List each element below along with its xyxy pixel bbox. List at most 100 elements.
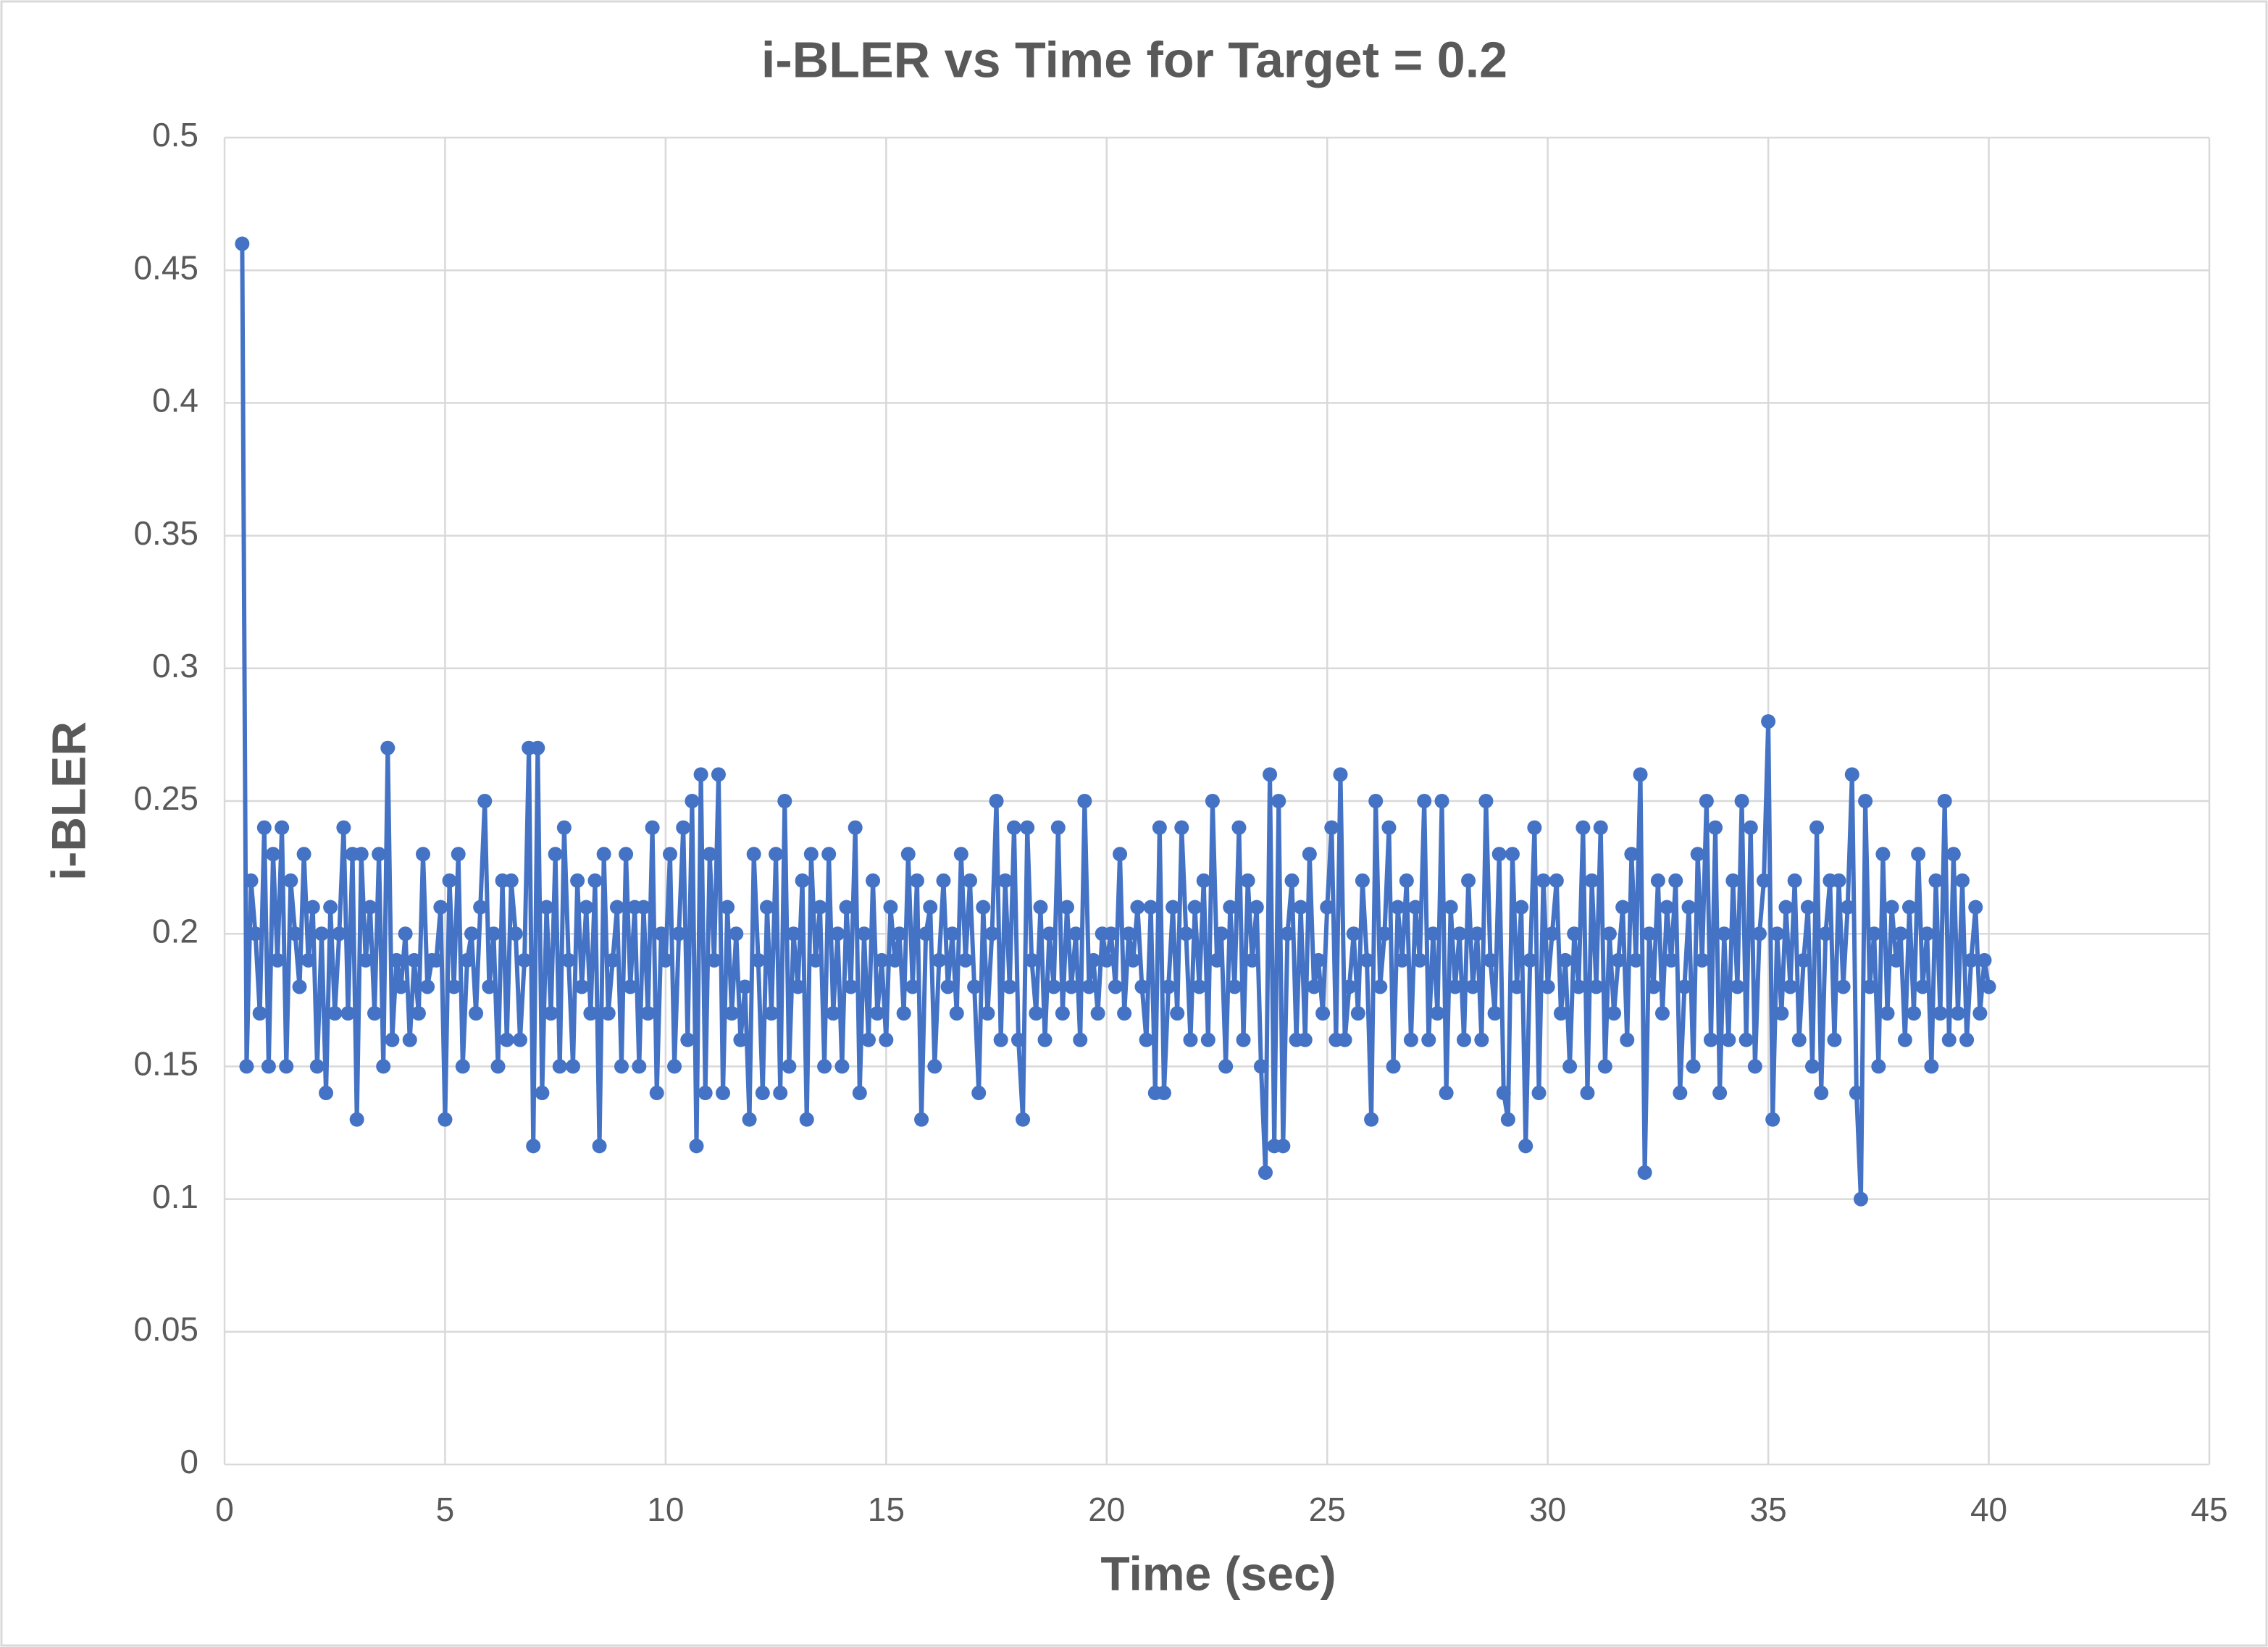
data-point bbox=[1514, 900, 1529, 915]
data-point bbox=[870, 1006, 885, 1021]
data-point bbox=[1218, 1059, 1234, 1074]
data-point bbox=[1059, 900, 1074, 915]
data-point bbox=[716, 1086, 731, 1101]
data-point bbox=[1734, 794, 1749, 808]
data-point bbox=[1413, 952, 1428, 968]
x-tick-label: 40 bbox=[1970, 1491, 2007, 1528]
data-point bbox=[1911, 847, 1926, 862]
grid: 0 0.05 0.1 0.15 0.2 0.25 0.3 0.35 0.4 0.45 0.5 0 5 10… bbox=[133, 116, 2227, 1528]
data-point bbox=[1553, 1006, 1568, 1021]
data-point bbox=[1730, 979, 1745, 994]
data-point bbox=[1849, 1086, 1864, 1101]
data-point bbox=[1761, 714, 1776, 729]
data-point bbox=[340, 1006, 356, 1021]
data-point bbox=[314, 926, 329, 942]
data-point bbox=[1046, 979, 1061, 994]
data-point bbox=[1478, 794, 1494, 808]
data-point bbox=[1800, 900, 1815, 915]
data-point bbox=[592, 1139, 607, 1154]
y-tick-label: 0.1 bbox=[152, 1178, 198, 1215]
data-point bbox=[1805, 1059, 1820, 1074]
x-tick-label: 35 bbox=[1750, 1491, 1787, 1528]
data-point bbox=[1757, 873, 1772, 888]
data-point bbox=[698, 1086, 713, 1101]
data-point bbox=[406, 952, 422, 968]
data-point bbox=[848, 820, 863, 835]
data-point bbox=[601, 1006, 616, 1021]
data-point bbox=[905, 979, 920, 994]
data-point bbox=[892, 926, 907, 942]
data-point bbox=[327, 1006, 343, 1021]
data-point bbox=[446, 979, 461, 994]
data-point bbox=[909, 873, 924, 888]
x-tick-label: 45 bbox=[2190, 1491, 2227, 1528]
data-point bbox=[1650, 873, 1665, 888]
data-point bbox=[609, 900, 624, 915]
data-point bbox=[1888, 952, 1904, 968]
data-point bbox=[821, 847, 837, 862]
data-point bbox=[737, 979, 753, 994]
data-point bbox=[1968, 900, 1983, 915]
data-point bbox=[1664, 952, 1679, 968]
data-point bbox=[919, 926, 934, 942]
data-point bbox=[1920, 926, 1935, 942]
data-point bbox=[1527, 820, 1542, 835]
data-point bbox=[319, 1086, 334, 1101]
data-point bbox=[1567, 926, 1582, 942]
data-point bbox=[1955, 873, 1970, 888]
data-point bbox=[900, 847, 916, 862]
data-point bbox=[879, 1032, 894, 1047]
data-point bbox=[1006, 820, 1021, 835]
data-point bbox=[777, 794, 792, 808]
data-point bbox=[1130, 900, 1145, 915]
data-point bbox=[1271, 794, 1286, 808]
data-point bbox=[596, 847, 611, 862]
data-point bbox=[1086, 952, 1101, 968]
data-point bbox=[561, 952, 576, 968]
data-point bbox=[1571, 979, 1586, 994]
data-point bbox=[473, 900, 488, 915]
data-point bbox=[1884, 900, 1899, 915]
data-point bbox=[296, 847, 311, 862]
data-point bbox=[706, 952, 721, 968]
data-point bbox=[1121, 926, 1137, 942]
data-point bbox=[729, 926, 744, 942]
data-point bbox=[702, 847, 717, 862]
data-point bbox=[1783, 979, 1798, 994]
data-point bbox=[653, 926, 669, 942]
data-point bbox=[1523, 952, 1538, 968]
data-point bbox=[1073, 1032, 1088, 1047]
data-point bbox=[861, 1032, 876, 1047]
data-point bbox=[1708, 820, 1723, 835]
data-point bbox=[579, 900, 594, 915]
data-point bbox=[1738, 1032, 1754, 1047]
data-point bbox=[261, 1059, 276, 1074]
data-point bbox=[451, 847, 466, 862]
data-point bbox=[623, 979, 638, 994]
x-tick-label: 5 bbox=[436, 1491, 455, 1528]
data-point bbox=[1620, 1032, 1635, 1047]
data-point bbox=[1840, 900, 1855, 915]
data-point bbox=[989, 794, 1004, 808]
data-point bbox=[1796, 952, 1811, 968]
data-point bbox=[1721, 1032, 1736, 1047]
data-point bbox=[923, 900, 938, 915]
data-point bbox=[883, 900, 898, 915]
data-point bbox=[685, 794, 700, 808]
data-point bbox=[782, 1059, 797, 1074]
data-point bbox=[671, 926, 687, 942]
data-point bbox=[1394, 952, 1410, 968]
data-point bbox=[429, 952, 444, 968]
data-point bbox=[1496, 1086, 1511, 1101]
data-point bbox=[1633, 767, 1648, 782]
data-point bbox=[1681, 900, 1696, 915]
data-point bbox=[866, 873, 881, 888]
data-point bbox=[997, 873, 1013, 888]
data-point bbox=[1558, 952, 1573, 968]
data-point bbox=[1337, 1032, 1352, 1047]
data-point bbox=[539, 900, 554, 915]
data-point bbox=[1747, 1059, 1762, 1074]
data-point bbox=[305, 900, 320, 915]
data-point bbox=[1253, 1059, 1268, 1074]
data-point bbox=[1346, 926, 1361, 942]
